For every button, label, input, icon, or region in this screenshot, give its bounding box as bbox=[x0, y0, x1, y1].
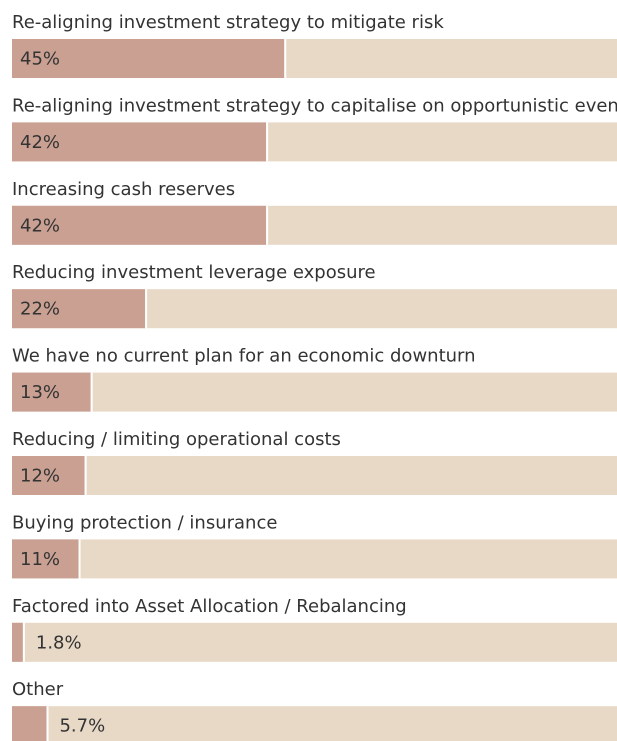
category-label: Buying protection / insurance bbox=[12, 512, 277, 533]
category-label: Factored into Asset Allocation / Rebalan… bbox=[12, 596, 407, 617]
category-label: Increasing cash reserves bbox=[12, 179, 235, 200]
value-label: 11% bbox=[20, 549, 60, 570]
category-label: We have no current plan for an economic … bbox=[12, 346, 476, 367]
category-label: Other bbox=[12, 679, 64, 700]
bar-track bbox=[12, 372, 617, 412]
value-label: 45% bbox=[20, 49, 60, 70]
bar bbox=[12, 456, 85, 495]
bar-track bbox=[12, 706, 617, 741]
value-label: 12% bbox=[20, 466, 60, 487]
category-label: Reducing investment leverage exposure bbox=[12, 262, 376, 283]
bar-track bbox=[12, 622, 617, 662]
value-label: 1.8% bbox=[36, 632, 82, 653]
bar bbox=[12, 706, 47, 741]
bar-track bbox=[12, 456, 617, 495]
bar bbox=[12, 289, 146, 329]
bar-track bbox=[12, 539, 617, 579]
bar bbox=[12, 205, 267, 245]
bar bbox=[12, 122, 267, 162]
bar bbox=[12, 622, 23, 662]
value-label: 13% bbox=[20, 382, 60, 403]
value-label: 42% bbox=[20, 215, 60, 236]
category-label: Re-aligning investment strategy to capit… bbox=[12, 95, 617, 116]
value-label: 42% bbox=[20, 132, 60, 153]
category-label: Re-aligning investment strategy to mitig… bbox=[12, 12, 444, 33]
bar bbox=[12, 39, 285, 78]
value-label: 5.7% bbox=[59, 716, 105, 737]
category-label: Reducing / limiting operational costs bbox=[12, 429, 341, 450]
value-label: 22% bbox=[20, 299, 60, 320]
bar bbox=[12, 372, 91, 412]
bar bbox=[12, 539, 79, 579]
